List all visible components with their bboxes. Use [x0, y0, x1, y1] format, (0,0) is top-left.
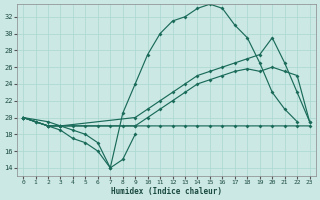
X-axis label: Humidex (Indice chaleur): Humidex (Indice chaleur) — [111, 187, 222, 196]
